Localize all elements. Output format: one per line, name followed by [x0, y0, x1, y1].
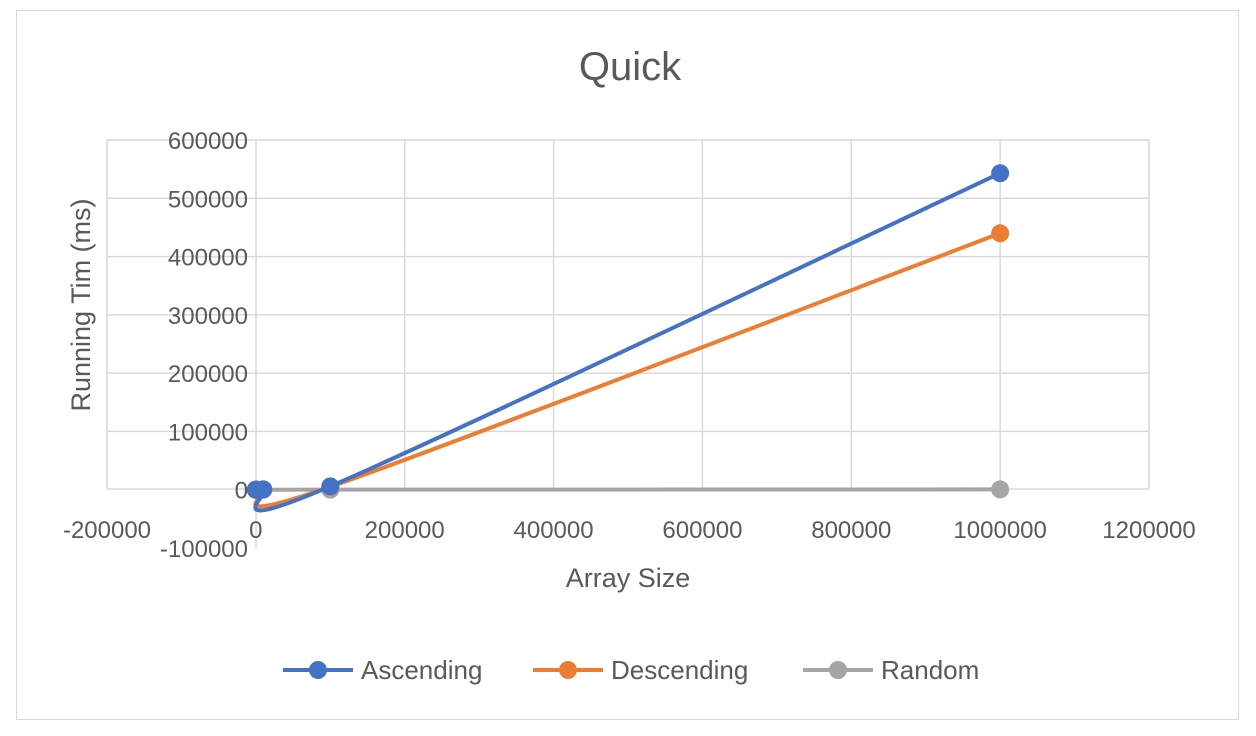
random-point	[991, 480, 1010, 499]
legend-swatch-marker	[829, 661, 847, 679]
y-tick-label: 500000	[168, 186, 248, 213]
series-layer	[246, 164, 1010, 513]
y-tick-label: 0	[235, 478, 248, 505]
x-tick-label: 1200000	[1102, 517, 1195, 544]
legend-item-ascending: Ascending	[283, 655, 482, 685]
chart-frame	[16, 10, 1239, 720]
legend-label: Ascending	[361, 655, 482, 685]
legend-item-random: Random	[803, 655, 979, 685]
legend-label: Descending	[611, 655, 748, 685]
gridlines	[106, 139, 1150, 489]
y-tick-label: 100000	[168, 419, 248, 446]
x-tick-label: 0	[249, 517, 262, 544]
descending-line	[253, 231, 1003, 509]
legend-swatch-marker	[559, 661, 577, 679]
tick-labels: -200000 0 200000 400000 600000 800000 1000000 1…	[63, 128, 1196, 563]
y-tick-label: 400000	[168, 245, 248, 272]
x-tick-label: 400000	[514, 517, 594, 544]
x-tick-label: -200000	[63, 517, 151, 544]
x-axis-label: Array Size	[566, 563, 691, 593]
y-tick-label: 600000	[168, 128, 248, 155]
x-tick-label: 1000000	[953, 517, 1046, 544]
chart-title: Quick	[579, 45, 682, 89]
series-random	[246, 480, 1010, 499]
x-tick-label: 800000	[811, 517, 891, 544]
legend-item-descending: Descending	[533, 655, 748, 685]
descending-point	[991, 224, 1010, 243]
y-axis-label: Running Tim (ms)	[66, 198, 96, 411]
ascending-line	[253, 171, 1003, 513]
ascending-point	[991, 164, 1010, 183]
y-tick-label: 300000	[168, 303, 248, 330]
y-tick-label: -100000	[160, 536, 248, 563]
x-tick-label: 600000	[662, 517, 742, 544]
legend: Ascending Descending Random	[283, 655, 979, 685]
ascending-point	[321, 477, 340, 496]
series-ascending	[246, 164, 1010, 513]
ascending-point	[254, 480, 273, 499]
legend-label: Random	[881, 655, 979, 685]
series-descending	[246, 224, 1010, 509]
legend-swatch-marker	[309, 661, 327, 679]
x-tick-label: 200000	[365, 517, 445, 544]
y-tick-label: 200000	[168, 361, 248, 388]
